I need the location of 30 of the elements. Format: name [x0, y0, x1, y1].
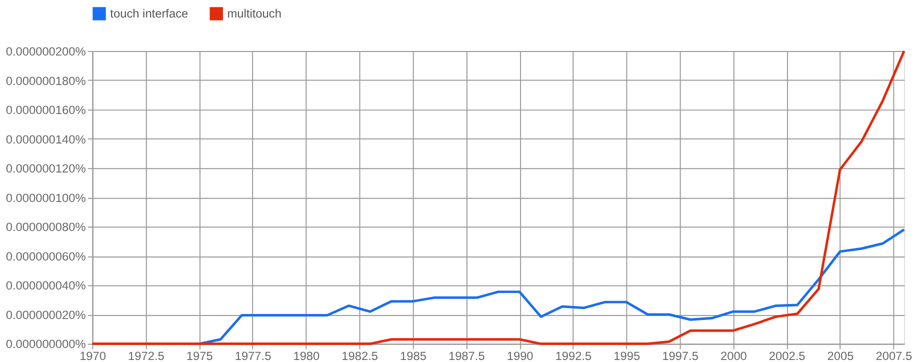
x-tick-label: 1980 — [293, 349, 320, 362]
y-tick-label: 0.000000060% — [6, 249, 86, 264]
x-tick-label: 1972.5 — [128, 349, 165, 362]
y-tick-label: 0.000000080% — [6, 220, 86, 234]
y-tick-label: 0.000000200% — [6, 44, 86, 58]
y-tick-label: 0.000000000% — [6, 337, 86, 352]
x-tick-label: 2000 — [720, 349, 748, 362]
x-tick-label: 1975 — [186, 349, 214, 362]
x-tick-label: 1982.5 — [342, 349, 378, 362]
y-tick-label: 0.000000120% — [6, 162, 86, 176]
x-tick-label: 1985 — [400, 349, 427, 362]
y-tick-label: 0.000000140% — [6, 132, 86, 146]
x-tick-label: 1997.5 — [662, 349, 699, 362]
legend-label: multitouch — [227, 6, 282, 21]
x-tick-label: 2002.5 — [768, 349, 806, 362]
y-tick-label: 0.000000020% — [6, 308, 86, 322]
x-tick-label: 1977.5 — [234, 349, 272, 362]
x-tick-label: 1992.5 — [555, 349, 592, 362]
y-tick-label: 0.000000100% — [6, 190, 86, 205]
x-tick-label: 1987.5 — [448, 349, 486, 362]
y-tick-label: 0.000000040% — [6, 278, 86, 293]
y-tick-label: 0.000000160% — [6, 103, 86, 118]
x-tick-label: 1990 — [506, 349, 534, 362]
y-tick-label: 0.000000180% — [6, 74, 86, 88]
x-tick-label: 2005 — [827, 349, 854, 362]
x-tick-label: 1970 — [80, 349, 106, 362]
x-tick-label: 2007.5 — [876, 349, 912, 362]
legend-label: touch interface — [110, 6, 189, 21]
x-tick-label: 1995 — [614, 349, 640, 362]
line-series — [198, 228, 906, 346]
